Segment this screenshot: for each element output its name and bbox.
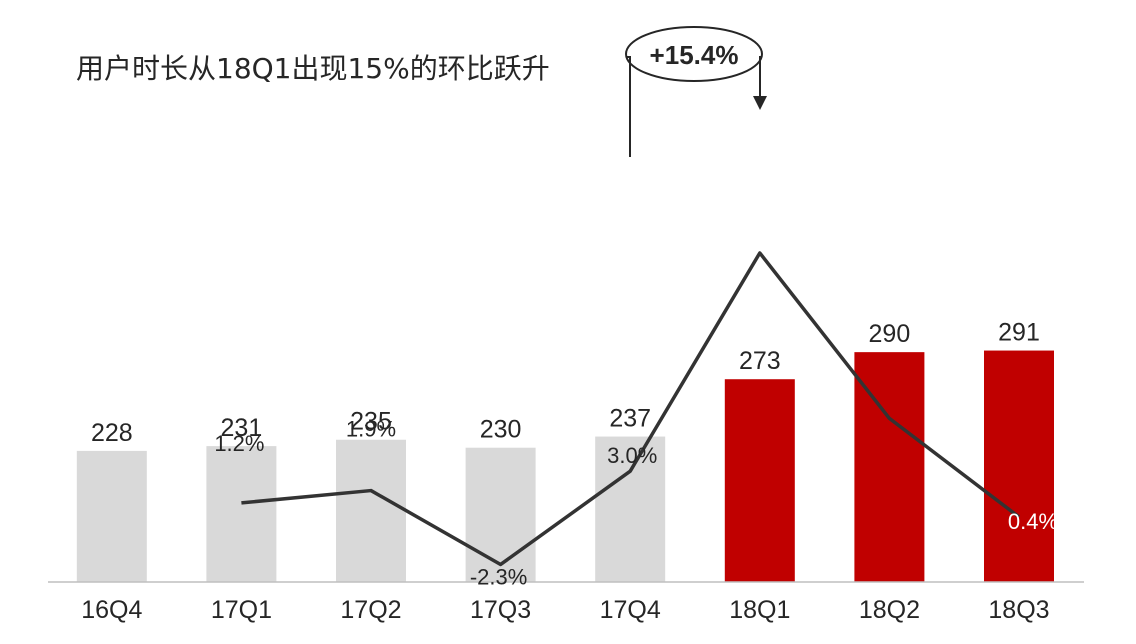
x-tick-label: 16Q4: [81, 596, 142, 624]
x-tick-label: 18Q1: [729, 596, 790, 624]
bars-layer: [76, 350, 1054, 582]
x-tick-label: 17Q3: [470, 596, 531, 624]
growth-data-label: 1.9%: [346, 417, 396, 442]
bar: [984, 350, 1054, 582]
x-tick-label: 17Q4: [600, 596, 661, 624]
bar-value-label: 235: [350, 408, 392, 436]
callout-arrow-line: [759, 56, 762, 96]
x-tick-label: 17Q2: [340, 596, 401, 624]
bar-value-label: 228: [91, 419, 133, 447]
growth-callout: +15.4%: [625, 26, 767, 157]
bar-value-label: 273: [739, 347, 781, 375]
callout-ellipse: [625, 26, 763, 82]
growth-line: [241, 251, 1021, 567]
callout-bracket: [626, 56, 631, 157]
bar: [724, 379, 795, 582]
bar-value-label: 230: [480, 416, 522, 444]
chart-title: 用户时长从18Q1出现15%的环比跃升: [76, 52, 550, 85]
growth-data-label: 6.0%: [868, 303, 918, 328]
labels-layer: 228 16Q4 231 17Q1 235 17Q2 230 17Q3 237 17Q4 273 18…: [81, 174, 1058, 624]
bar: [595, 436, 666, 582]
bar-value-label: 290: [869, 320, 911, 348]
bar: [465, 447, 536, 582]
growth-data-label: 3.0%: [607, 443, 657, 468]
growth-data-label: 15.4%: [733, 174, 795, 199]
bar-value-label: 291: [998, 319, 1040, 347]
bar-value-label: 237: [609, 405, 651, 433]
bar: [336, 439, 406, 582]
bar: [76, 450, 147, 582]
bar-value-label: 231: [221, 414, 263, 442]
callout-arrowhead: [753, 96, 767, 110]
bar: [206, 446, 277, 582]
callout-label: +15.4%: [650, 40, 739, 70]
x-tick-label: 17Q1: [211, 596, 272, 624]
growth-data-label: 1.2%: [214, 431, 264, 456]
growth-data-label: 0.4%: [1008, 509, 1058, 534]
growth-line-layer: [241, 251, 1021, 567]
x-tick-label: 18Q3: [988, 596, 1049, 624]
x-tick-label: 18Q2: [859, 596, 920, 624]
growth-data-label: -2.3%: [470, 564, 527, 589]
